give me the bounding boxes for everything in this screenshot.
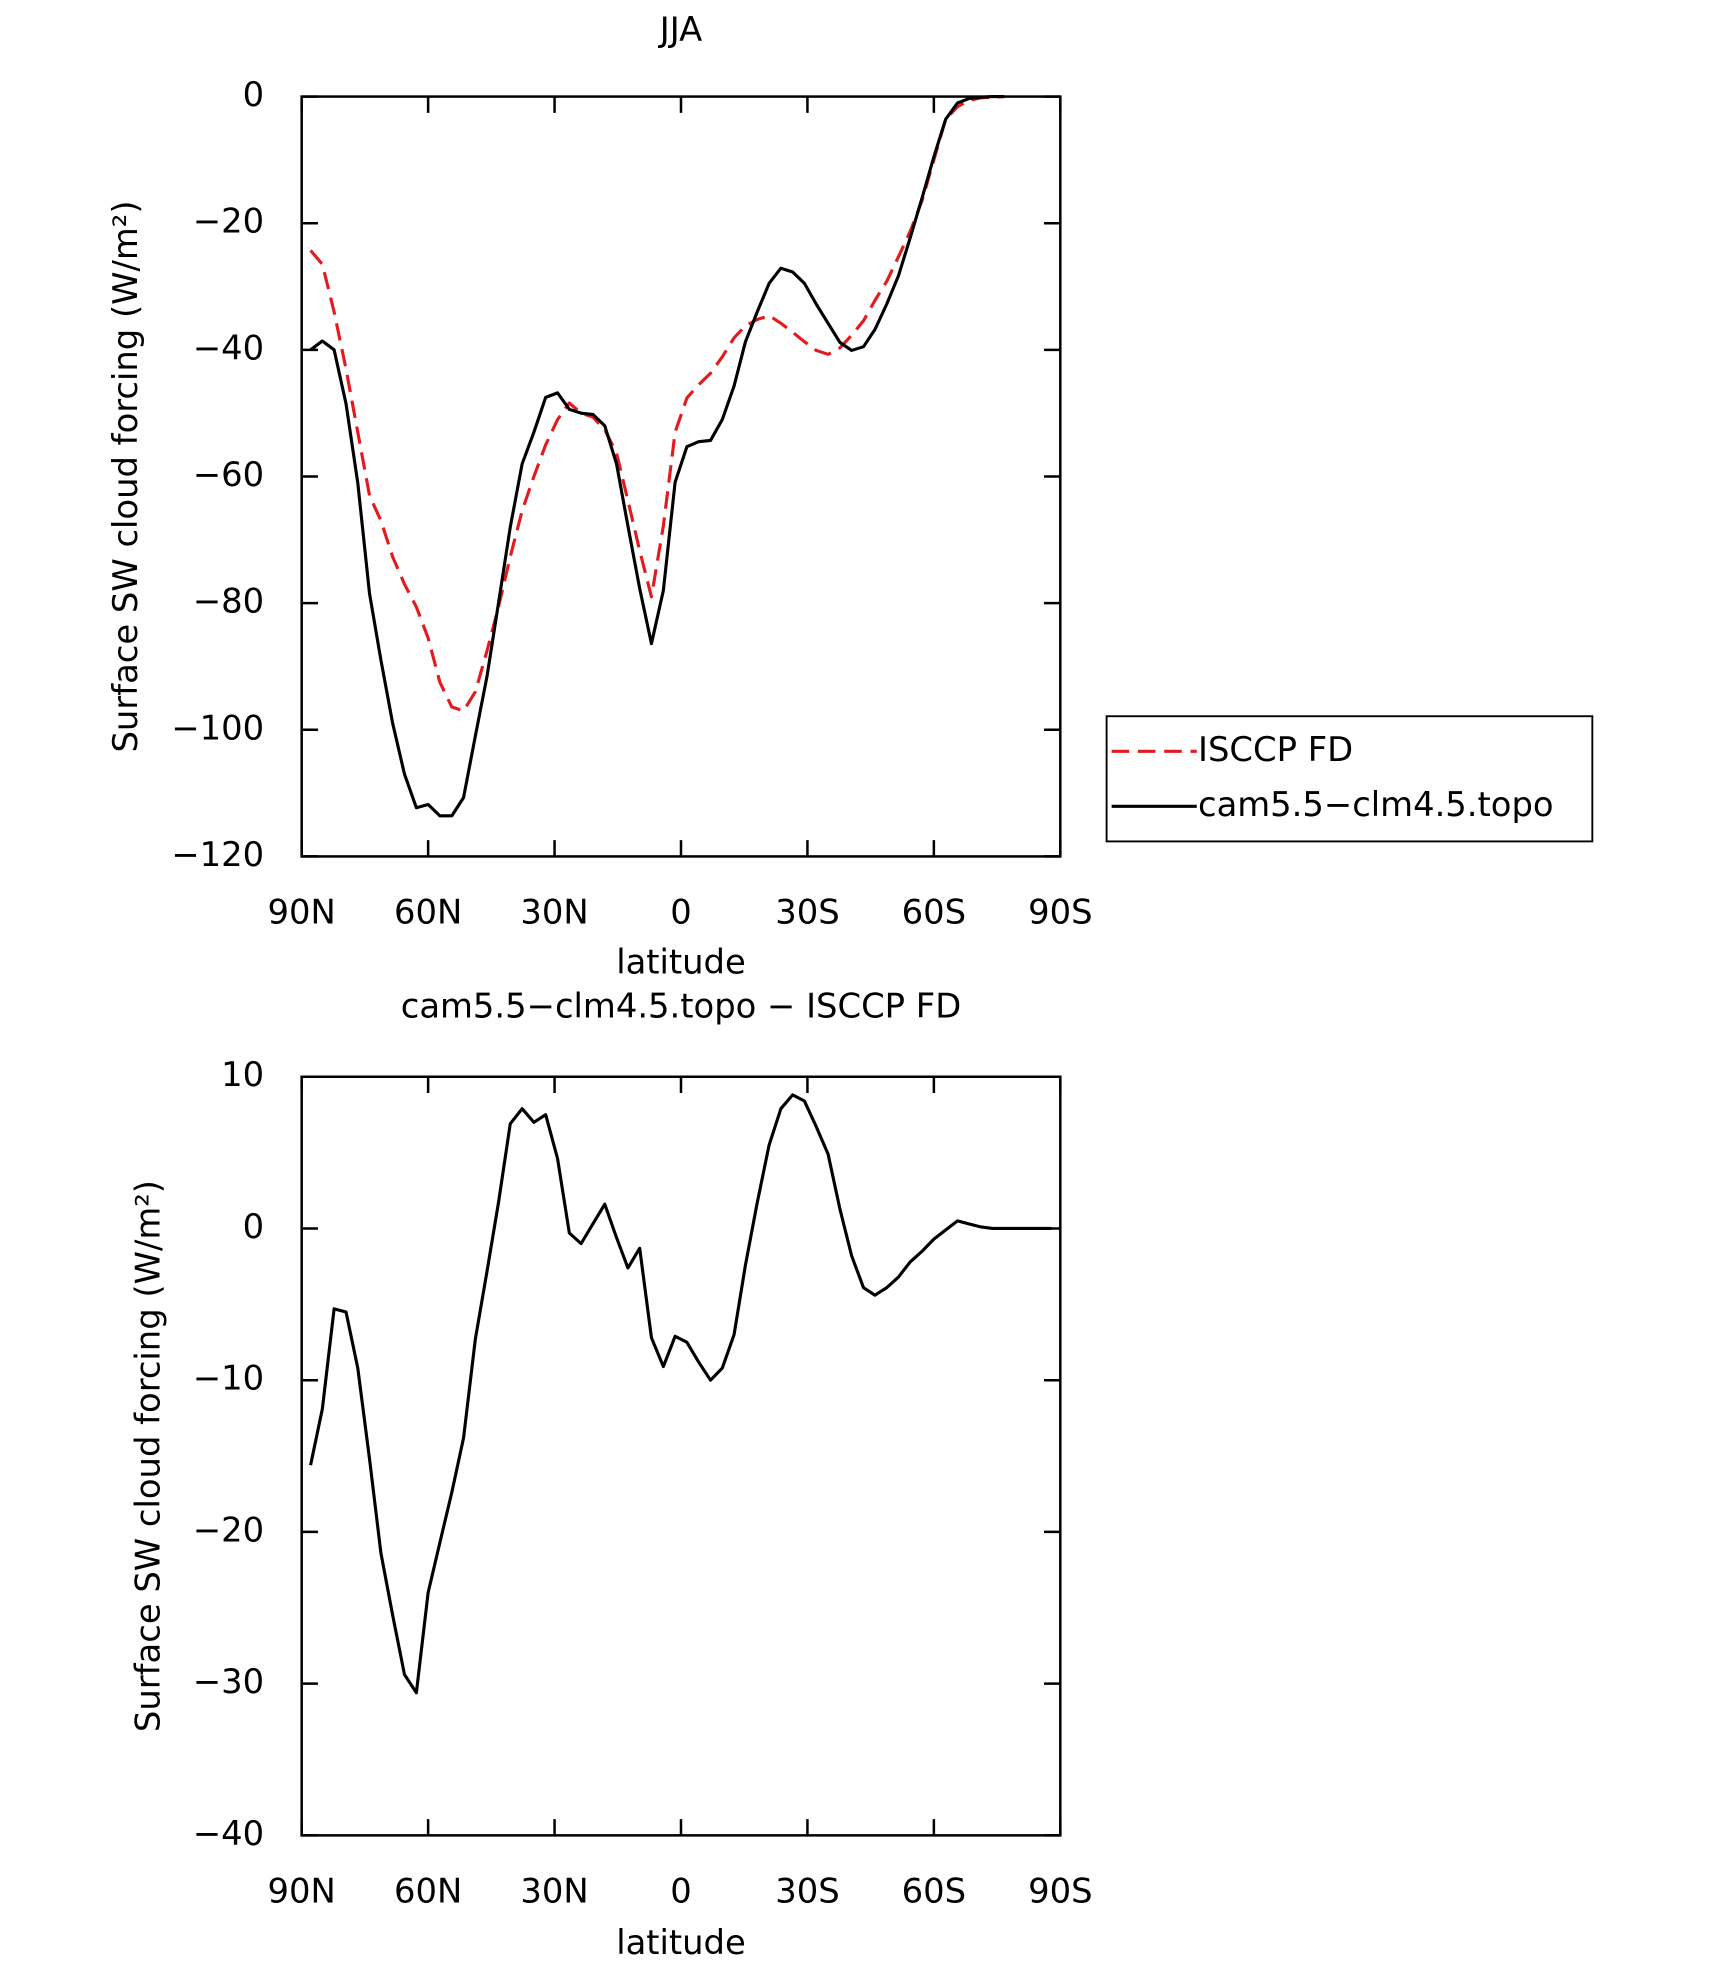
y-tick-label: −100	[171, 708, 264, 747]
x-tick-label: 60N	[394, 893, 462, 932]
y-tick-label: −20	[193, 202, 264, 241]
x-tick-label: 90N	[268, 1871, 336, 1910]
x-axis-label: latitude	[616, 943, 746, 982]
x-tick-label: 60S	[902, 1871, 966, 1910]
y-axis-label: Surface SW cloud forcing (W/m²)	[106, 200, 145, 752]
chart-title: JJA	[658, 10, 702, 49]
x-tick-label: 30S	[775, 1871, 839, 1910]
line	[309, 95, 1005, 713]
y-tick-label: −60	[193, 455, 264, 494]
y-tick-label: 0	[243, 75, 265, 114]
y-tick-label: −40	[193, 328, 264, 367]
y-tick-label: −20	[193, 1510, 264, 1549]
x-axis-label: latitude	[616, 1923, 746, 1962]
plot-frame	[300, 1075, 1062, 1837]
line	[309, 95, 1005, 818]
x-tick-label: 60N	[394, 1871, 462, 1910]
y-tick-label: −80	[193, 582, 264, 621]
legend-label: ISCCP FD	[1198, 730, 1353, 769]
y-tick-label: −30	[193, 1662, 264, 1701]
legend-box	[1105, 715, 1594, 843]
y-tick-label: −10	[193, 1359, 264, 1398]
x-tick-label: 90S	[1028, 1871, 1092, 1910]
x-tick-label: 30N	[520, 893, 588, 932]
x-tick-label: 0	[670, 893, 692, 932]
y-tick-label: −40	[193, 1814, 264, 1853]
y-tick-label: −120	[171, 835, 264, 874]
x-tick-label: 90N	[268, 893, 336, 932]
plot-frame	[300, 95, 1062, 858]
x-tick-label: 30S	[775, 893, 839, 932]
y-axis-label: Surface SW cloud forcing (W/m²)	[129, 1180, 168, 1732]
y-tick-label: 0	[243, 1207, 265, 1246]
legend-label: cam5.5−clm4.5.topo	[1198, 785, 1554, 824]
x-tick-label: 90S	[1028, 893, 1092, 932]
x-tick-label: 0	[670, 1871, 692, 1910]
line	[309, 1093, 1052, 1695]
x-tick-label: 30N	[520, 1871, 588, 1910]
chart-title: cam5.5−clm4.5.topo − ISCCP FD	[401, 986, 961, 1025]
y-tick-label: 10	[221, 1055, 264, 1094]
x-tick-label: 60S	[902, 893, 966, 932]
